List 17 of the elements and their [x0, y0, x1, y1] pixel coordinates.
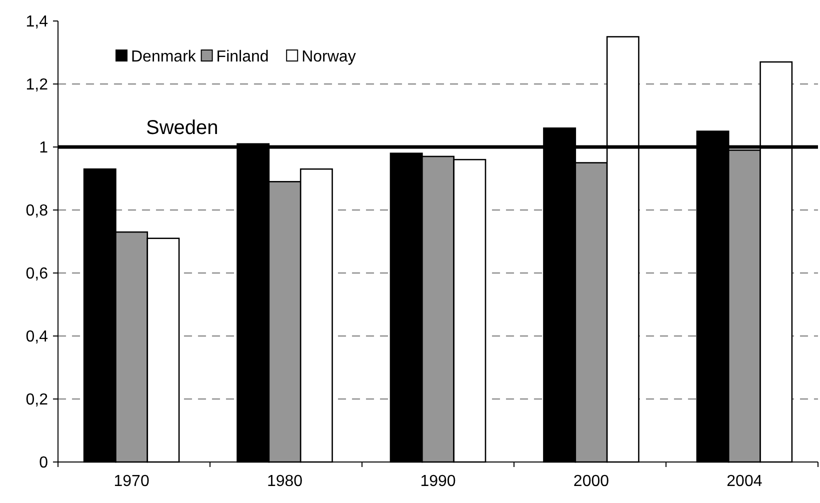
y-tick-label: 0 — [39, 454, 48, 472]
legend-label: Finland — [216, 48, 269, 66]
y-tick-label: 1 — [39, 140, 48, 157]
y-tick-label: 0,2 — [26, 392, 48, 409]
ref-line-label: Sweden — [146, 117, 218, 139]
y-tick-label: 1,2 — [26, 76, 48, 94]
x-tick-label: 1990 — [420, 473, 456, 490]
x-tick-label: 1970 — [114, 473, 150, 490]
y-tick-label: 1,4 — [26, 14, 48, 31]
x-tick-label: 2000 — [573, 473, 610, 490]
x-tick-label: 1980 — [266, 473, 303, 490]
y-tick-label: 0,6 — [26, 266, 48, 283]
legend-label: Norway — [302, 48, 356, 66]
y-tick-label: 0,8 — [26, 202, 48, 220]
y-tick-label: 0,4 — [26, 328, 48, 346]
x-tick-label: 2004 — [726, 473, 762, 490]
legend-label: Denmark — [131, 48, 197, 66]
